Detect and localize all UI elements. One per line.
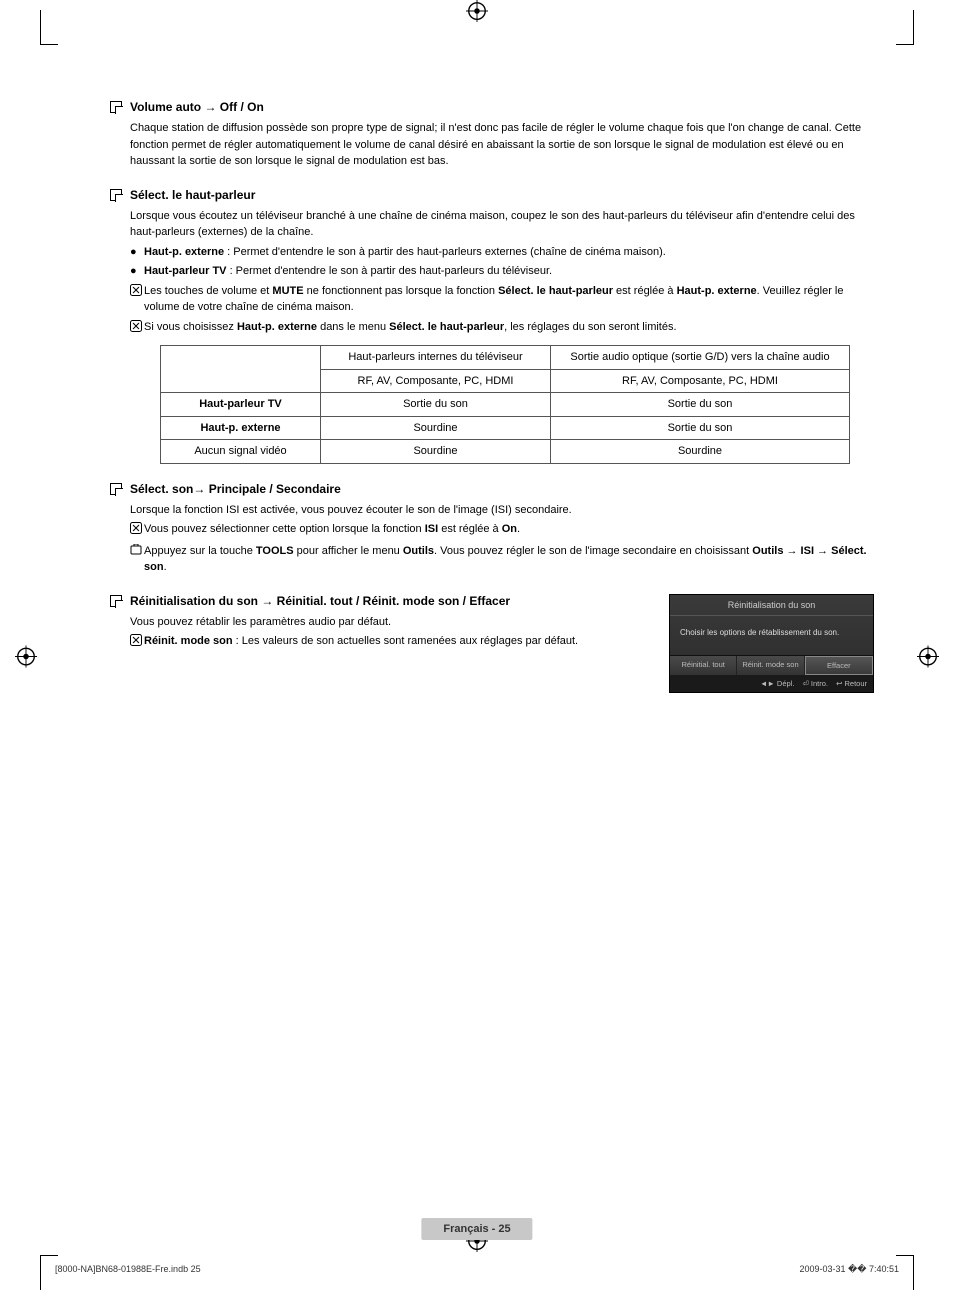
table-row: Haut-p. externeSourdineSortie du son <box>161 416 850 440</box>
osd-footer: ◄► Dépl. ⏎ Intro. ↩ Retour <box>670 675 873 692</box>
osd-footer-item: ↩ Retour <box>836 679 867 688</box>
note-text: Réinit. mode son : Les valeurs de son ac… <box>144 633 650 650</box>
note-icon <box>130 284 144 302</box>
page-content: Volume auto → Off / On Chaque station de… <box>110 100 874 670</box>
tool-text: Appuyez sur la touche TOOLS pour affiche… <box>144 543 874 576</box>
note-icon <box>130 634 144 652</box>
note-text: Si vous choisissez Haut-p. externe dans … <box>144 319 874 336</box>
page-footer: Français - 25 <box>421 1218 532 1240</box>
speaker-table: Haut-parleurs internes du téléviseur Sor… <box>160 345 850 464</box>
note-line: Les touches de volume et MUTE ne fonctio… <box>130 283 874 316</box>
note-text: Les touches de volume et MUTE ne fonctio… <box>144 283 874 316</box>
checkbox-bullet-icon <box>110 483 122 495</box>
checkbox-bullet-icon <box>110 101 122 113</box>
crop-corner <box>40 10 58 45</box>
bullet-icon: ● <box>130 244 144 261</box>
section-title: Sélect. le haut-parleur <box>130 188 255 202</box>
section-body-text: Vous pouvez rétablir les paramètres audi… <box>130 614 650 631</box>
osd-body: Choisir les options de rétablissement du… <box>670 616 873 655</box>
bullet-line: ●Haut-p. externe : Permet d'entendre le … <box>130 244 874 261</box>
registration-mark-icon <box>917 645 939 670</box>
bullet-text: Haut-parleur TV : Permet d'entendre le s… <box>144 263 874 280</box>
table-cell: Haut-parleur TV <box>161 393 321 417</box>
note-line: Réinit. mode son : Les valeurs de son ac… <box>130 633 650 652</box>
note-line: Vous pouvez sélectionner cette option lo… <box>130 521 874 540</box>
registration-mark-icon <box>466 0 488 25</box>
osd-screenshot: Réinitialisation du son Choisir les opti… <box>669 594 874 693</box>
table-cell: Sortie du son <box>551 393 850 417</box>
osd-button: Réinit. mode son <box>737 656 804 675</box>
note-text: Vous pouvez sélectionner cette option lo… <box>144 521 874 538</box>
section-title: Réinitialisation du son → Réinitial. tou… <box>130 594 510 608</box>
table-cell: Aucun signal vidéo <box>161 440 321 464</box>
osd-footer-item: ◄► Dépl. <box>760 679 794 688</box>
table-header: Haut-parleurs internes du téléviseur <box>321 346 551 370</box>
table-row: Aucun signal vidéoSourdineSourdine <box>161 440 850 464</box>
table-subheader: RF, AV, Composante, PC, HDMI <box>551 369 850 393</box>
osd-title: Réinitialisation du son <box>670 595 873 616</box>
print-timestamp: 2009-03-31 �� 7:40:51 <box>799 1264 899 1275</box>
table-subheader: RF, AV, Composante, PC, HDMI <box>321 369 551 393</box>
crop-corner <box>896 10 914 45</box>
table-cell: Sourdine <box>321 440 551 464</box>
section-body-text: Lorsque la fonction ISI est activée, vou… <box>130 502 874 519</box>
section-body-text: Lorsque vous écoutez un téléviseur branc… <box>130 208 874 241</box>
bullet-line: ●Haut-parleur TV : Permet d'entendre le … <box>130 263 874 280</box>
tool-icon <box>130 544 144 562</box>
checkbox-bullet-icon <box>110 595 122 607</box>
section-select-hp: Sélect. le haut-parleur Lorsque vous éco… <box>110 188 874 464</box>
section-select-son: Sélect. son→ Principale / Secondaire Lor… <box>110 482 874 576</box>
section-body-text: Chaque station de diffusion possède son … <box>130 120 874 170</box>
tool-line: Appuyez sur la touche TOOLS pour affiche… <box>130 543 874 576</box>
checkbox-bullet-icon <box>110 189 122 201</box>
osd-footer-item: ⏎ Intro. <box>803 679 828 688</box>
osd-button: Réinitial. tout <box>670 656 737 675</box>
section-volume-auto: Volume auto → Off / On Chaque station de… <box>110 100 874 170</box>
section-title: Volume auto → Off / On <box>130 100 264 114</box>
table-cell: Sourdine <box>551 440 850 464</box>
bullet-text: Haut-p. externe : Permet d'entendre le s… <box>144 244 874 261</box>
note-icon <box>130 320 144 338</box>
table-row: Haut-parleur TVSortie du sonSortie du so… <box>161 393 850 417</box>
section-title: Sélect. son→ Principale / Secondaire <box>130 482 341 496</box>
table-cell: Sortie du son <box>321 393 551 417</box>
page-number: Français - 25 <box>421 1218 532 1240</box>
osd-button: Effacer <box>805 656 873 675</box>
note-icon <box>130 522 144 540</box>
note-line: Si vous choisissez Haut-p. externe dans … <box>130 319 874 338</box>
print-info: [8000-NA]BN68-01988E-Fre.indb 25 2009-03… <box>55 1264 899 1275</box>
print-filename: [8000-NA]BN68-01988E-Fre.indb 25 <box>55 1264 201 1275</box>
bullet-icon: ● <box>130 263 144 280</box>
registration-mark-icon <box>15 645 37 670</box>
table-header: Sortie audio optique (sortie G/D) vers l… <box>551 346 850 370</box>
table-cell: Sortie du son <box>551 416 850 440</box>
section-reinit: Réinitialisation du son → Réinitial. tou… <box>110 594 874 652</box>
table-cell: Sourdine <box>321 416 551 440</box>
table-cell: Haut-p. externe <box>161 416 321 440</box>
